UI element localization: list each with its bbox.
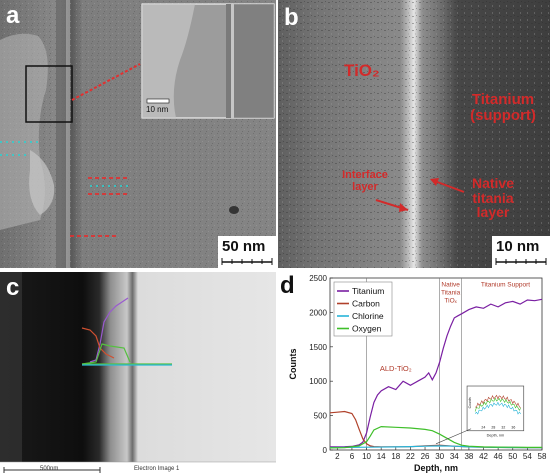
legend-label-chlorine: Chlorine [352, 311, 384, 321]
y-tick-label: 1000 [309, 377, 327, 386]
annotation-native-line2: Titania [441, 289, 461, 296]
annotation-ald-tio2: ALD-TiO₂ [380, 364, 412, 373]
panel-b-tem-image: b TiO₂ Titanium (support) Interface laye… [278, 0, 550, 268]
legend-label-carbon: Carbon [352, 299, 380, 309]
series-line-oxygen [329, 425, 542, 449]
inset-x-tick-36: 36 [511, 426, 515, 430]
zoom-box [25, 65, 73, 123]
panel-a-scale-bar-label: 50 nm [222, 238, 266, 255]
panel-a-scale-bar [218, 236, 276, 268]
y-tick-label: 500 [314, 412, 328, 421]
label-native-titania-layer: Native titania layer [458, 176, 528, 220]
panel-c-image-caption: Electron Image 1 [134, 466, 180, 472]
inset-y-axis-label: Counts [468, 397, 472, 408]
y-tick-label: 1500 [309, 343, 327, 352]
inset-pointer [435, 428, 472, 445]
x-tick-label: 58 [538, 452, 547, 461]
edx-linescan-overlay [81, 297, 172, 366]
label-interface-layer: Interface layer [340, 169, 390, 193]
label-titanium-line2: (support) [470, 106, 536, 124]
x-axis-label: Depth, nm [414, 463, 458, 473]
panel-b-scale-bar [492, 236, 550, 268]
x-tick-label: 26 [421, 452, 430, 461]
label-native-line3: layer [476, 204, 510, 221]
y-tick-label: 2500 [309, 274, 327, 283]
label-interface-line1: Interface [342, 169, 388, 181]
x-tick-label: 46 [494, 452, 503, 461]
panel-a-micrograph: 10 nm [0, 0, 276, 268]
panel-c-sem-image: c 500nm Electron Image 1 [0, 272, 276, 476]
inset-x-tick-24: 24 [481, 426, 485, 430]
legend-label-oxygen: Oxygen [352, 324, 382, 334]
annotation-native-line3: TiOₓ [444, 297, 457, 304]
y-tick-label: 2000 [309, 308, 327, 317]
inset-series-carbon [474, 394, 521, 408]
panel-d-edx-chart: 0 500 1000 1500 2000 2500 2 6 10 14 18 22 26 30 34 38 42… [278, 272, 550, 476]
x-tick-label: 18 [391, 452, 400, 461]
label-native-line1: Native [471, 175, 515, 191]
label-tio2: TiO₂ [344, 61, 380, 80]
inset-chart-frame [466, 385, 525, 432]
tio2-layer [56, 0, 66, 268]
label-native-line2: titania [472, 189, 514, 206]
panel-b-label: b [284, 4, 299, 31]
x-tick-label: 6 [350, 452, 355, 461]
legend-label-titanium: Titanium [352, 286, 384, 296]
inset-x-tick-32: 32 [501, 426, 505, 430]
panel-c-micrograph [0, 272, 276, 476]
x-tick-label: 54 [523, 452, 532, 461]
label-interface-line2: layer [352, 180, 378, 193]
panel-c-scale-bar-label: 500nm [40, 466, 59, 472]
y-axis-label: Counts [288, 349, 298, 380]
panel-d-label: d [280, 272, 295, 299]
panel-b-scale-bar-label: 10 nm [496, 238, 540, 255]
x-tick-label: 38 [464, 452, 473, 461]
panel-a-tem-image: 10 nm a 50 nm [0, 0, 276, 268]
label-titanium-line1: Titanium [471, 91, 535, 108]
annotation-native-line1: Native [441, 281, 460, 288]
linescan-arrow [71, 63, 141, 101]
panel-a-label: a [6, 2, 20, 29]
panel-c-label: c [6, 274, 20, 301]
inset-scale-bar-label: 10 nm [146, 105, 169, 114]
x-tick-label: 10 [362, 452, 371, 461]
x-tick-label: 42 [479, 452, 488, 461]
x-tick-label: 22 [406, 452, 415, 461]
x-tick-label: 30 [435, 452, 444, 461]
y-tick-label: 0 [323, 446, 328, 455]
inset-series-oxygen [474, 397, 521, 412]
panel-b-micrograph [278, 0, 550, 268]
x-tick-label: 14 [377, 452, 386, 461]
inset-x-axis-label: Depth, nm [487, 434, 505, 438]
plot-frame [329, 277, 543, 451]
label-titanium-support: Titanium (support) [456, 92, 550, 124]
panel-a-inset [141, 3, 275, 119]
x-tick-label: 34 [450, 452, 459, 461]
inset-series-chlorine [474, 401, 521, 415]
x-tick-label: 2 [335, 452, 340, 461]
inset-x-tick-28: 28 [491, 426, 495, 430]
annotation-titanium-support: Titanium Support [481, 281, 530, 288]
series-line-titanium [329, 298, 543, 448]
x-tick-label: 50 [508, 452, 517, 461]
